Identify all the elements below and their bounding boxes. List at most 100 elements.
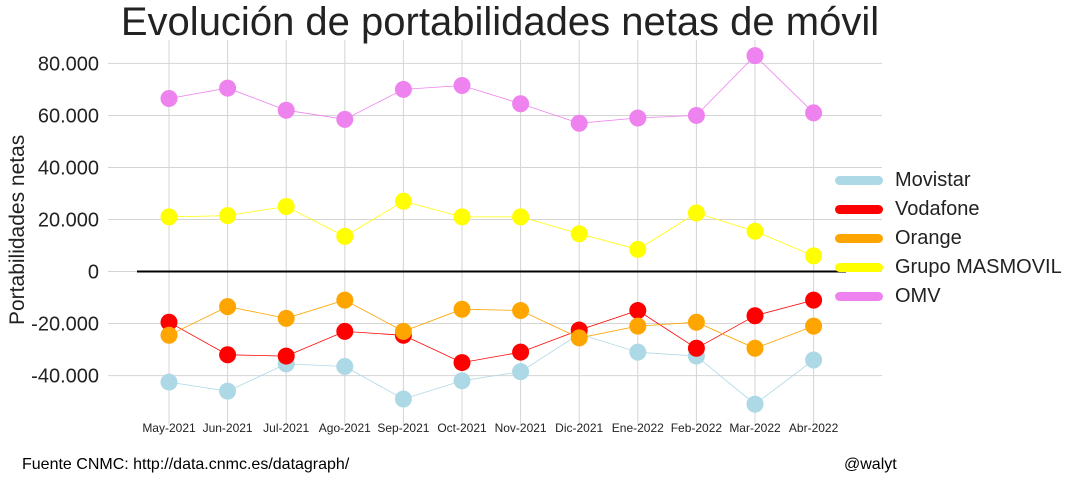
y-tick-label: 80.000 (38, 53, 99, 75)
data-point-movistar (453, 372, 471, 390)
legend-label: Orange (895, 227, 962, 249)
data-point-omv (160, 90, 178, 108)
data-point-orange (277, 309, 295, 327)
data-point-vodafone (687, 339, 705, 357)
data-point-omv (453, 77, 471, 95)
data-point-vodafone (219, 346, 237, 364)
data-point-vodafone (746, 307, 764, 325)
data-point-orange (629, 317, 647, 335)
data-point-vodafone (277, 347, 295, 365)
data-point-movistar (746, 395, 764, 413)
legend-item-orange: Orange (835, 224, 1062, 253)
legend-item-movistar: Movistar (835, 166, 1062, 195)
data-point-grupo-masmovil (570, 225, 588, 243)
data-point-movistar (394, 390, 412, 408)
data-point-vodafone (512, 343, 530, 361)
x-tick-label: Feb-2022 (671, 421, 723, 435)
x-tick-label: Ago-2021 (319, 421, 371, 435)
data-point-omv (394, 80, 412, 98)
legend-label: Movistar (895, 169, 971, 191)
legend-item-omv: OMV (835, 282, 1062, 311)
data-point-movistar (629, 343, 647, 361)
x-tick-label: Jun-2021 (203, 421, 253, 435)
data-point-movistar (160, 373, 178, 391)
data-point-vodafone (160, 313, 178, 331)
series-line-omv (168, 55, 814, 124)
data-point-grupo-masmovil (277, 197, 295, 215)
y-tick-label: 0 (88, 262, 99, 284)
series-line-vodafone (168, 299, 814, 364)
x-tick-label: Dic-2021 (555, 421, 603, 435)
data-point-grupo-masmovil (805, 247, 823, 265)
data-point-omv (512, 95, 530, 113)
data-point-movistar (512, 363, 530, 381)
data-point-orange (570, 329, 588, 347)
legend-label: Vodafone (895, 198, 980, 220)
data-point-omv (687, 106, 705, 124)
data-point-grupo-masmovil (687, 204, 705, 222)
data-point-orange (687, 313, 705, 331)
data-point-vodafone (453, 354, 471, 372)
data-point-omv (805, 104, 823, 122)
data-point-grupo-masmovil (512, 208, 530, 226)
data-point-grupo-masmovil (219, 207, 237, 225)
legend-swatch (835, 263, 883, 272)
data-point-orange (453, 300, 471, 318)
y-tick-label: 40.000 (38, 157, 99, 179)
y-tick-label: -20.000 (31, 314, 99, 336)
legend-label: Grupo MASMOVIL (895, 256, 1062, 278)
y-tick-label: -40.000 (31, 366, 99, 388)
data-point-omv (746, 47, 764, 65)
data-point-grupo-masmovil (629, 240, 647, 258)
legend-swatch (835, 292, 883, 301)
legend-item-grupo-masmovil: Grupo MASMOVIL (835, 253, 1062, 282)
data-point-orange (394, 322, 412, 340)
data-point-omv (277, 101, 295, 119)
x-tick-label: Ene-2022 (612, 421, 664, 435)
data-point-grupo-masmovil (746, 222, 764, 240)
data-point-orange (512, 302, 530, 320)
legend-swatch (835, 176, 883, 185)
legend-label: OMV (895, 285, 941, 307)
data-point-orange (746, 339, 764, 357)
data-point-omv (219, 79, 237, 97)
author-credit: @walyt (844, 456, 897, 473)
legend: Movistar Vodafone Orange Grupo MASMOVIL … (835, 166, 1062, 311)
y-tick-label: 20.000 (38, 209, 99, 231)
data-point-movistar (805, 351, 823, 369)
x-tick-label: Nov-2021 (495, 421, 547, 435)
data-point-vodafone (336, 322, 354, 340)
legend-swatch (835, 205, 883, 214)
data-point-movistar (336, 357, 354, 375)
data-point-grupo-masmovil (453, 208, 471, 226)
x-tick-label: Mar-2022 (729, 421, 781, 435)
data-point-orange (805, 317, 823, 335)
data-point-grupo-masmovil (160, 208, 178, 226)
data-point-vodafone (629, 302, 647, 320)
legend-item-vodafone: Vodafone (835, 195, 1062, 224)
x-tick-label: Sep-2021 (377, 421, 429, 435)
data-point-grupo-masmovil (394, 192, 412, 210)
x-tick-label: Abr-2022 (789, 421, 839, 435)
data-point-omv (336, 110, 354, 128)
series-line-grupo-masmovil (168, 200, 814, 257)
data-point-vodafone (805, 291, 823, 309)
data-point-omv (570, 114, 588, 132)
data-point-orange (336, 291, 354, 309)
data-point-grupo-masmovil (336, 227, 354, 245)
x-tick-label: Jul-2021 (263, 421, 309, 435)
y-tick-label: 60.000 (38, 105, 99, 127)
data-point-movistar (219, 382, 237, 400)
x-tick-label: Oct-2021 (437, 421, 487, 435)
data-point-orange (160, 326, 178, 344)
series-line-movistar (168, 333, 814, 405)
source-note: Fuente CNMC: http://data.cnmc.es/datagra… (22, 456, 350, 473)
data-point-orange (219, 298, 237, 316)
y-axis-label: Portabilidades netas (6, 134, 29, 325)
x-tick-label: May-2021 (142, 421, 196, 435)
legend-swatch (835, 234, 883, 243)
chart-title: Evolución de portabilidades netas de móv… (120, 0, 880, 44)
data-point-omv (629, 109, 647, 127)
series-line-orange (168, 299, 814, 349)
